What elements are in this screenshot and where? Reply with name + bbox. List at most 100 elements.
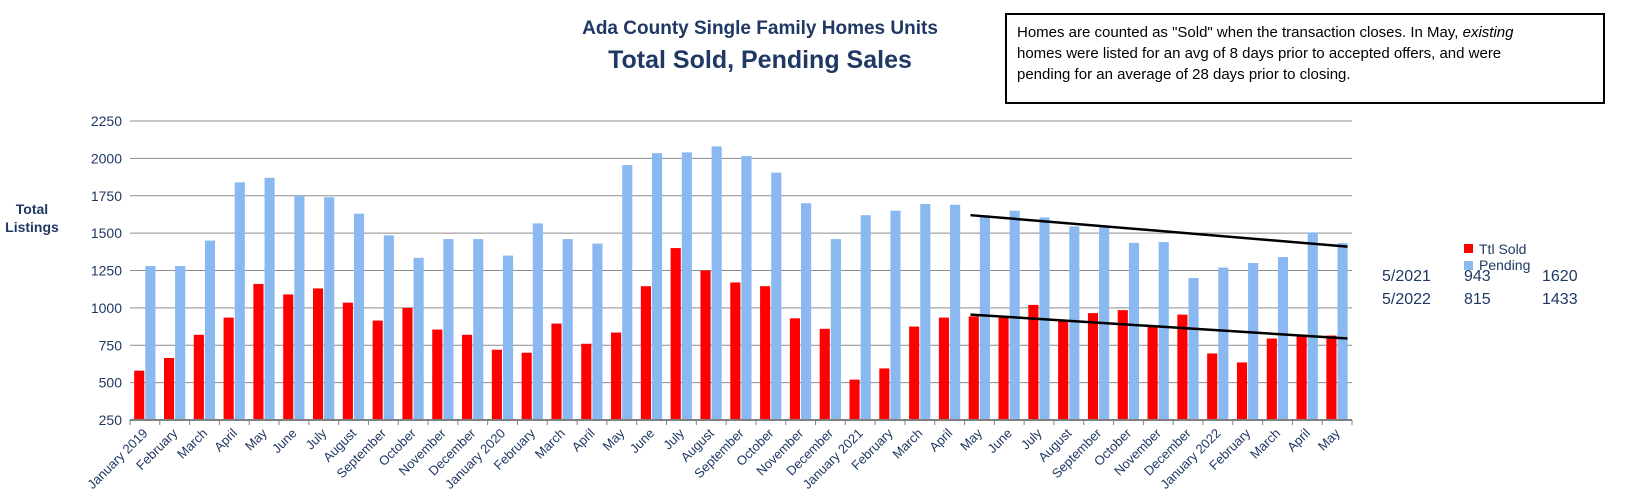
bar-pending [1069,226,1080,420]
y-tick-label: 2000 [91,150,122,166]
x-tick-label: April [211,425,240,454]
bar-ttl-sold [1326,335,1337,420]
bar-pending [1128,242,1140,420]
bar-pending [473,239,484,420]
bar-pending [562,239,573,420]
note-line-2: homes were listed for an avg of 8 days p… [1017,45,1502,62]
bar-ttl-sold [462,334,473,420]
bar-ttl-sold [670,248,681,420]
bar-pending [711,146,722,421]
bar-pending [264,177,275,420]
bar-ttl-sold [581,343,592,420]
chart-subtitle: Total Sold, Pending Sales [608,46,912,74]
bar-pending [1307,232,1318,420]
bar-pending [830,239,841,420]
bar-ttl-sold [1207,353,1218,420]
bar-ttl-sold [640,286,651,420]
bar-ttl-sold [1028,304,1039,420]
bar-pending [145,266,156,420]
x-tick-label: June [984,426,1015,457]
x-tick-label: May [242,425,270,453]
bar-ttl-sold [223,317,234,420]
trendline [970,213,1348,248]
bar-pending [353,213,365,420]
stats-table: 5/2021 943 1620 5/2022 815 1433 [1382,265,1578,311]
x-tick-label: April [926,425,955,454]
note-italic-word: existing [1462,24,1514,41]
legend-label-sold: Ttl Sold [1479,240,1527,257]
x-tick-label: June [627,426,658,457]
bar-ttl-sold [283,294,294,420]
bar-ttl-sold [1236,362,1248,420]
bar-ttl-sold [521,352,532,420]
bar-pending [950,204,961,420]
legend-item-sold: Ttl Sold [1464,241,1526,257]
y-tick-label: 250 [99,412,123,428]
bar-ttl-sold [551,323,562,420]
bar-pending [1188,277,1199,420]
y-axis-label: Total Listings [5,201,59,235]
bar-ttl-sold [938,317,950,420]
bar-ttl-sold [372,320,383,420]
bar-ttl-sold [134,370,145,420]
trendline [970,313,1348,340]
y-tick-label: 1500 [91,225,122,241]
note-box: Homes are counted as "Sold" when the tra… [1005,13,1605,104]
stats-period: 5/2022 [1382,291,1431,308]
y-tick-label: 1750 [91,188,122,204]
bar-pending [1337,243,1348,420]
bar-ttl-sold [611,332,622,420]
legend-label-pending: Pending [1479,257,1531,273]
bar-pending [920,203,931,420]
bar-ttl-sold [998,317,1009,420]
bar-ttl-sold [253,283,264,420]
bar-pending [502,255,514,420]
bar-ttl-sold [819,328,830,420]
bar-ttl-sold [1296,334,1307,420]
bar-pending [234,182,245,420]
x-tick-label: May [600,425,628,453]
bar-pending [532,223,543,420]
stats-pending: 1620 [1542,268,1578,285]
x-tick-label: March [889,426,925,462]
x-tick-label: April [569,425,598,454]
bar-pending [801,203,812,420]
bar-ttl-sold [760,286,771,420]
bar-pending [979,215,990,420]
bar-pending [681,152,692,420]
bar-ttl-sold [342,302,353,420]
bar-ttl-sold [1147,325,1158,420]
legend-swatch-pending [1464,260,1473,270]
bar-pending [592,243,603,420]
bar-ttl-sold [163,357,175,420]
bar-pending [204,240,216,420]
bar-ttl-sold [432,329,443,420]
bar-ttl-sold [1117,310,1128,420]
y-tick-label: 1000 [91,300,122,316]
x-tick-label: March [532,426,568,462]
bar-ttl-sold [909,326,920,420]
legend-item-pending: Pending [1464,257,1530,273]
bar-ttl-sold [700,270,711,420]
chart-title: Ada County Single Family Homes Units [582,18,938,39]
bar-ttl-sold [402,307,413,420]
y-tick-label: 750 [99,337,123,353]
bar-ttl-sold [849,379,860,420]
bar-pending [443,239,454,420]
stats-period: 5/2021 [1382,268,1431,285]
y-tick-label: 2250 [91,113,122,129]
bar-pending [1248,263,1259,420]
note-line-1-text: Homes are counted as "Sold" when the tra… [1017,24,1463,41]
bar-ttl-sold [313,288,324,420]
bar-pending [890,210,901,420]
bar-pending [413,257,424,420]
x-tick-label: March [1247,426,1283,462]
legend-swatch-sold [1464,244,1473,253]
bar-pending [741,156,752,420]
bar-ttl-sold [491,349,502,420]
bar-pending [622,165,633,420]
note-line-3: pending for an average of 28 days prior … [1017,66,1351,83]
bar-pending [1277,257,1289,420]
x-tick-label: May [957,425,985,453]
